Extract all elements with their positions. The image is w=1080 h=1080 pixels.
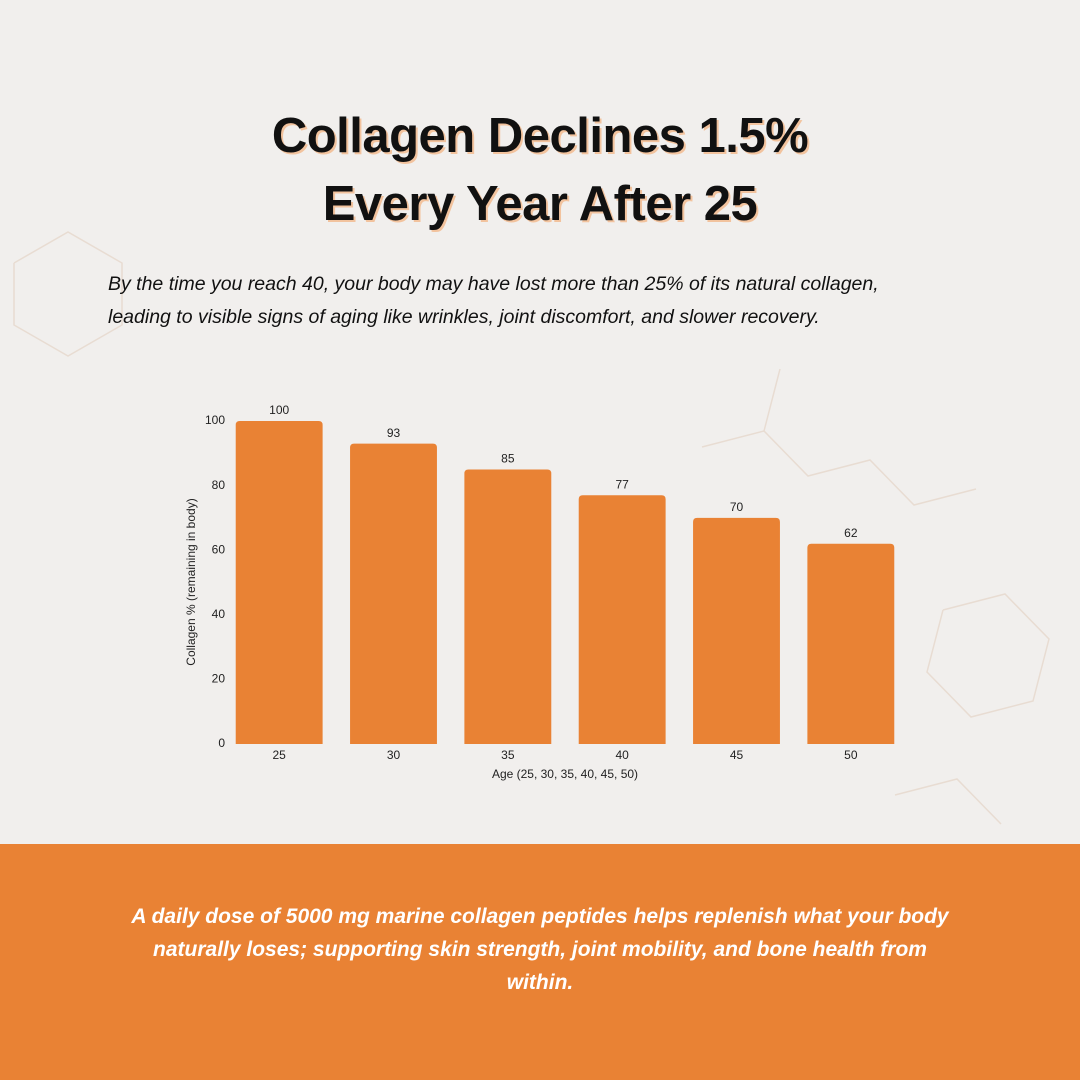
y-tick-label: 80 <box>212 478 226 492</box>
bar <box>693 517 780 744</box>
value-label: 85 <box>501 452 515 466</box>
bar <box>464 469 552 744</box>
y-tick-label: 0 <box>218 736 225 750</box>
x-tick-label: 30 <box>387 748 401 762</box>
value-label: 100 <box>269 403 289 417</box>
title-block: Collagen Declines 1.5% Every Year After … <box>0 102 1080 238</box>
subtitle: By the time you reach 40, your body may … <box>108 273 879 328</box>
title: Collagen Declines 1.5% Every Year After … <box>271 109 809 231</box>
x-tick-label: 25 <box>272 748 286 762</box>
footer-panel: A daily dose of 5000 mg marine collagen … <box>0 844 1080 1080</box>
x-axis-label: Age (25, 30, 35, 40, 45, 50) <box>492 767 638 781</box>
bar <box>350 443 437 744</box>
x-tick-label: 40 <box>615 748 629 762</box>
value-label: 77 <box>615 477 629 491</box>
bar <box>578 495 666 744</box>
bar <box>807 543 895 744</box>
y-tick-label: 40 <box>212 607 226 621</box>
bar <box>235 421 323 744</box>
y-tick-label: 100 <box>205 413 225 427</box>
x-tick-label: 35 <box>501 748 515 762</box>
footer-text: A daily dose of 5000 mg marine collagen … <box>131 905 949 994</box>
value-label: 70 <box>730 500 744 514</box>
chart: Age (25, 30, 35, 40, 45, 50) Collagen % … <box>13 231 1050 825</box>
x-tick-label: 50 <box>844 748 858 762</box>
value-label: 62 <box>844 526 858 540</box>
background-pattern <box>13 231 1050 825</box>
y-tick-label: 60 <box>212 542 226 556</box>
y-axis-label: Collagen % (remaining in body) <box>184 498 198 665</box>
value-label: 93 <box>387 426 401 440</box>
x-tick-label: 45 <box>730 748 744 762</box>
y-tick-label: 20 <box>212 672 226 686</box>
